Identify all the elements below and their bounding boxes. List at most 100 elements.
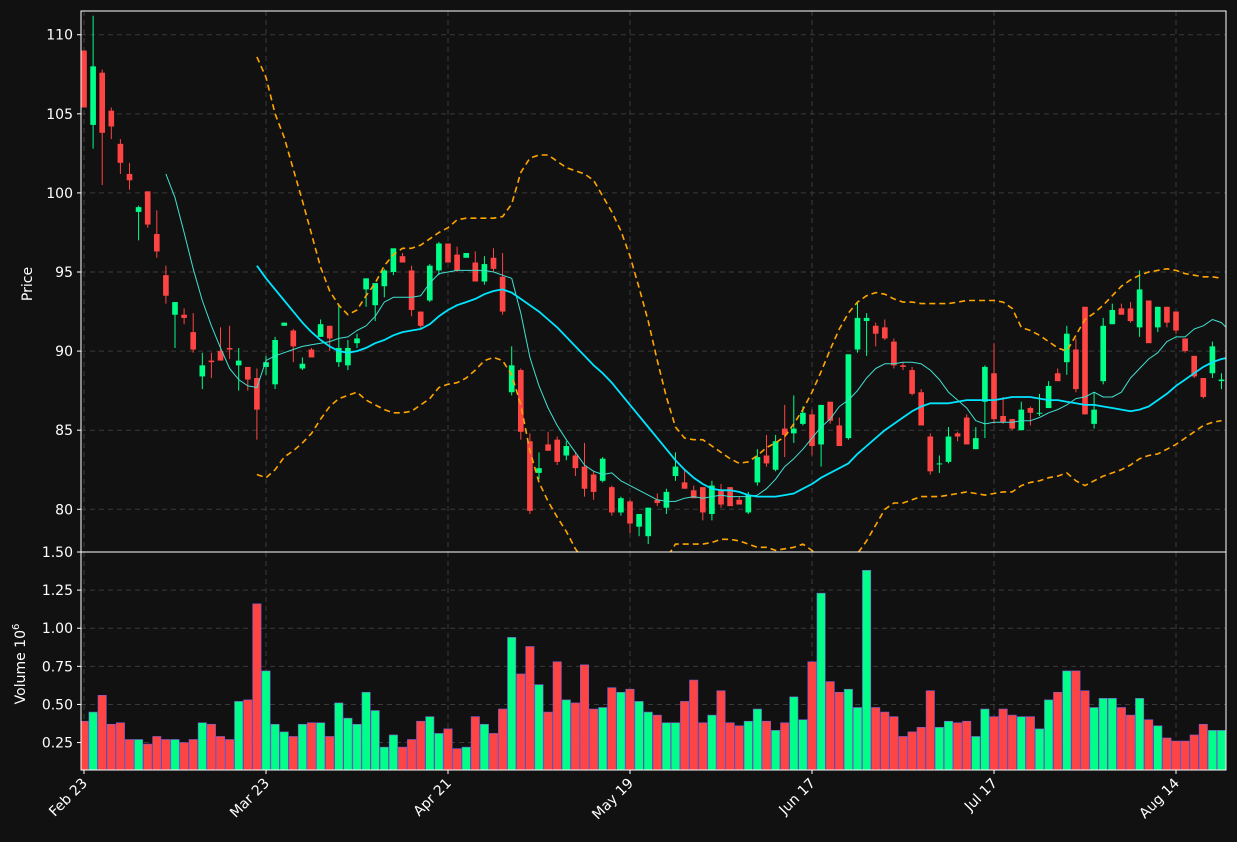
volume-bar <box>243 699 253 770</box>
candle-body <box>745 495 752 513</box>
volume-bar <box>1116 707 1126 770</box>
candle-body <box>263 362 269 367</box>
volume-bar <box>1162 737 1172 770</box>
candle-body <box>809 414 815 447</box>
volume-bar <box>443 728 453 770</box>
volume-bar <box>816 592 826 770</box>
volume-bar <box>916 727 926 770</box>
candle-body <box>326 325 333 339</box>
volume-bar <box>607 687 617 770</box>
candle-body <box>608 487 615 513</box>
volume-bar <box>625 688 635 770</box>
candle-body <box>235 360 242 366</box>
volume-bar <box>234 701 244 770</box>
volume-bar <box>907 731 917 770</box>
candle-body <box>463 253 470 258</box>
candle-body <box>672 466 679 477</box>
candle-body <box>317 324 324 337</box>
volume-bar <box>352 723 362 770</box>
volume-bar <box>643 711 653 770</box>
candle-body <box>827 401 834 421</box>
volume-bar <box>689 679 699 770</box>
volume-bar <box>1153 725 1163 770</box>
volume-bar <box>206 723 216 770</box>
volume-bar <box>134 739 144 770</box>
volume-bar <box>998 708 1008 770</box>
price-grid <box>81 11 1226 552</box>
volume-bar <box>115 722 125 770</box>
volume-bar <box>316 722 326 770</box>
candle-body <box>135 207 142 212</box>
candle-body <box>681 482 688 489</box>
candle-body <box>335 347 342 363</box>
candle-body <box>554 439 561 462</box>
volume-bar <box>179 742 189 770</box>
candle-body <box>945 436 952 462</box>
price-tick-label: 95 <box>55 265 73 281</box>
candle-body <box>172 302 178 315</box>
candle-body <box>99 72 106 133</box>
volume-bar <box>771 730 781 770</box>
price-tick-label: 100 <box>46 186 73 202</box>
volume-bar <box>525 646 535 770</box>
candle-body <box>199 365 206 377</box>
volume-bar <box>379 746 389 770</box>
volume-bar <box>288 736 298 770</box>
volume-bar <box>252 603 262 770</box>
volume-bar <box>1189 734 1199 770</box>
candle-body <box>572 455 579 469</box>
candle-body <box>153 234 160 252</box>
volume-bar <box>734 725 744 770</box>
candle-body <box>1118 308 1125 315</box>
candle-body <box>836 425 843 447</box>
candle-body <box>654 499 661 503</box>
volume-bar <box>161 739 171 770</box>
volume-bar <box>407 739 417 770</box>
volume-bar <box>589 708 599 770</box>
volume-bar <box>1198 723 1208 770</box>
volume-bar <box>97 695 107 770</box>
candle-body <box>927 436 934 472</box>
volume-bar <box>807 661 817 770</box>
volume-bar <box>843 688 853 770</box>
candle-body <box>472 262 479 282</box>
candle-body <box>181 314 187 318</box>
volume-bar <box>561 699 571 770</box>
candle-body <box>663 491 670 508</box>
volume-bar <box>780 722 790 770</box>
volume-bar <box>197 722 207 770</box>
candle-body <box>490 257 497 269</box>
volume-axis-label-gap: 10 <box>13 630 29 652</box>
volume-bar <box>307 722 316 770</box>
candle-body <box>1027 408 1034 413</box>
volume-bar <box>1107 698 1117 770</box>
candle-body <box>563 446 570 456</box>
volume-bar <box>1025 716 1035 770</box>
candle-body <box>954 433 961 437</box>
candle-body <box>399 256 406 263</box>
candle-body <box>363 278 369 290</box>
volume-bar <box>81 720 89 770</box>
volume-axis-label-text: Volume <box>13 652 29 704</box>
volume-bar <box>270 723 280 770</box>
volume-bar <box>661 722 671 770</box>
volume-bar <box>1062 670 1072 770</box>
volume-bar <box>1126 714 1135 770</box>
volume-bar <box>297 723 307 770</box>
candle-body <box>1018 409 1025 431</box>
candle-body <box>226 347 233 350</box>
candle-body <box>1063 333 1070 363</box>
band-lower-line <box>256 356 1222 552</box>
price-tick-label: 80 <box>55 502 73 518</box>
candle-body <box>1082 306 1088 415</box>
candle-body <box>244 366 251 380</box>
candle-body <box>1136 289 1143 328</box>
volume-bar <box>88 711 98 770</box>
volume-bar <box>743 720 753 770</box>
band-upper-line <box>256 56 1222 465</box>
volume-bar <box>934 727 944 770</box>
volume-bar <box>325 736 335 770</box>
volume-axis-exponent: 6 <box>11 624 22 630</box>
volume-bar <box>170 739 180 770</box>
candle-body <box>1045 385 1052 409</box>
